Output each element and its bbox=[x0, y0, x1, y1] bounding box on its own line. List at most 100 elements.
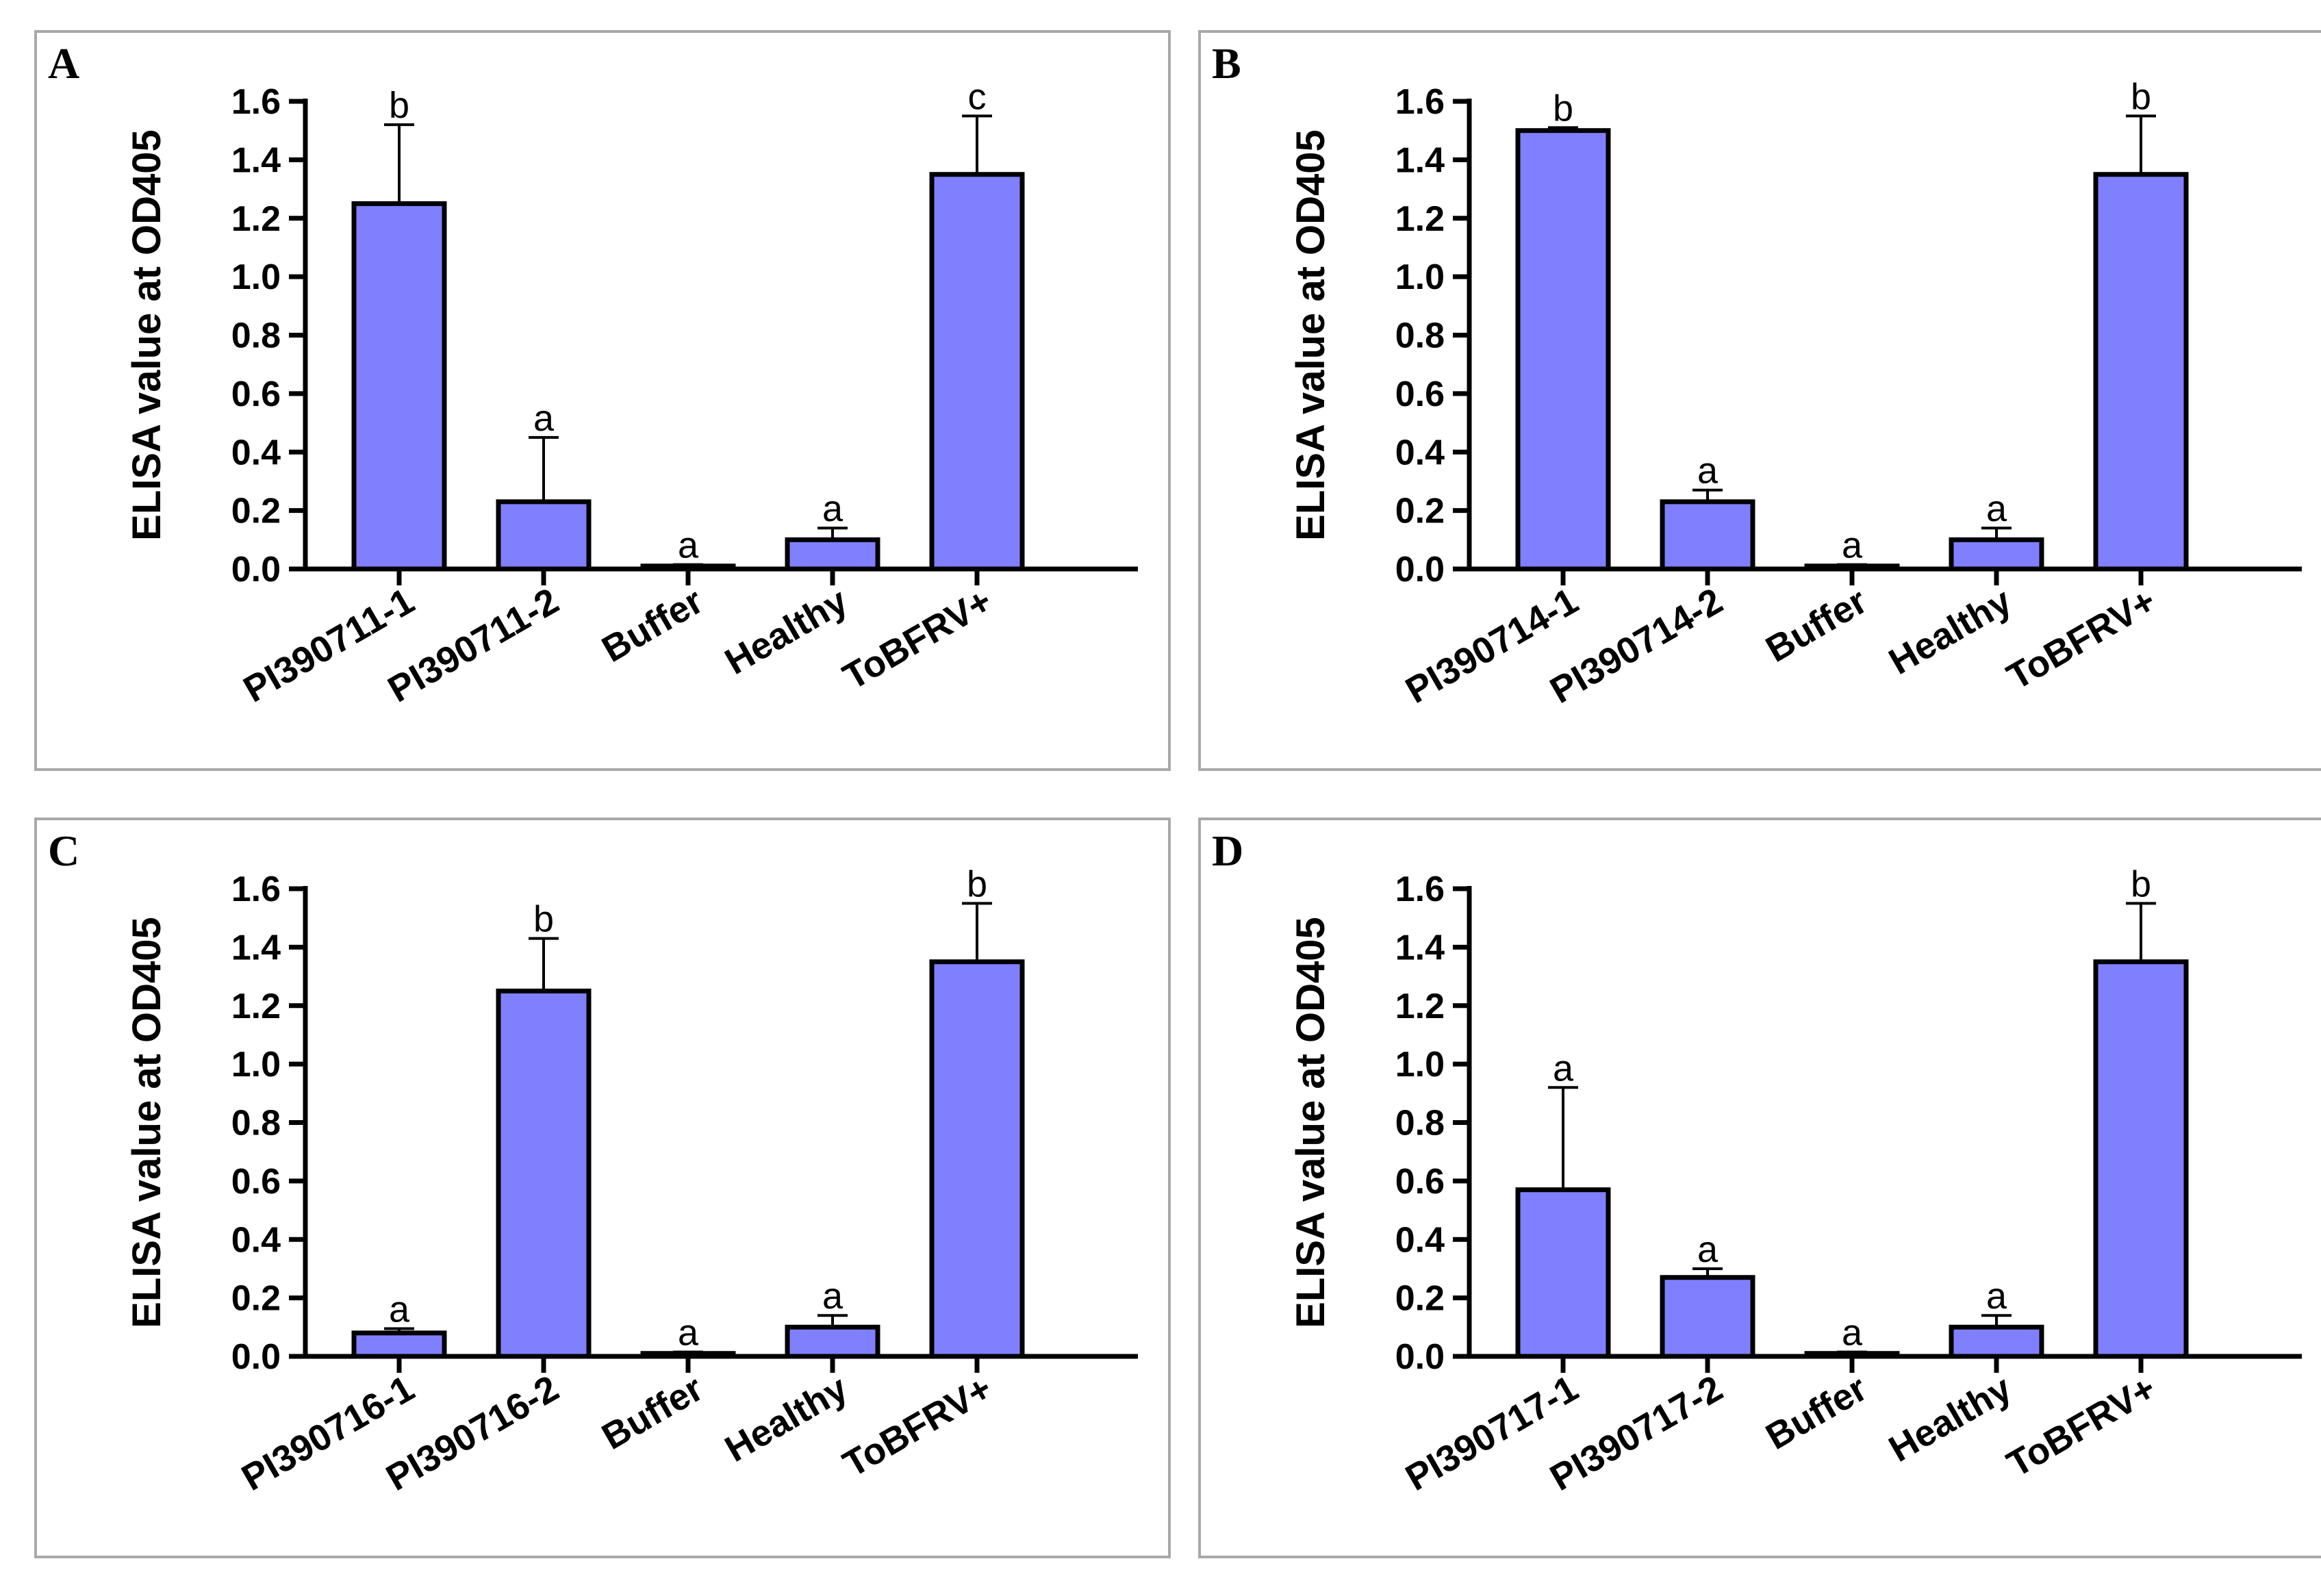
y-tick-label: 1.4 bbox=[1395, 140, 1445, 180]
significance-letter: a bbox=[533, 398, 555, 439]
y-tick-label: 0.0 bbox=[231, 1337, 281, 1377]
y-tick-label: 0.8 bbox=[1395, 316, 1445, 356]
panel-letter: D bbox=[1212, 826, 1244, 875]
y-tick-label: 1.6 bbox=[231, 82, 281, 122]
significance-letter: b bbox=[2131, 863, 2151, 904]
y-axis-title: ELISA value at OD405 bbox=[125, 917, 169, 1328]
significance-letter: a bbox=[1986, 1276, 2007, 1317]
y-tick-label: 1.4 bbox=[231, 140, 281, 180]
significance-letter: a bbox=[678, 1313, 699, 1354]
x-tick-label: Buffer bbox=[1759, 1367, 1874, 1457]
y-tick-label: 1.2 bbox=[1395, 987, 1445, 1026]
y-tick-label: 0.2 bbox=[231, 1279, 281, 1319]
bar-healthy bbox=[1949, 1324, 2044, 1359]
bar-chart-d: ELISA value at OD405 aPI390717-1aPI390717… bbox=[1289, 863, 2302, 1499]
significance-letter: b bbox=[389, 85, 409, 126]
y-tick-label: 0.0 bbox=[1395, 550, 1445, 590]
x-tick-label: ToBFRV+ bbox=[837, 580, 999, 698]
significance-letter: b bbox=[2131, 76, 2151, 117]
y-tick-label: 1.0 bbox=[1395, 257, 1445, 297]
y-tick-label: 1.2 bbox=[1395, 199, 1445, 239]
y-tick-label: 1.4 bbox=[1395, 928, 1445, 967]
x-tick-label: Buffer bbox=[1759, 580, 1874, 670]
bar-tobfrv- bbox=[2093, 172, 2189, 572]
x-tick-label: Healthy bbox=[718, 580, 854, 683]
significance-letter: a bbox=[1842, 1313, 1863, 1354]
bar-pi390711-2 bbox=[496, 499, 592, 572]
y-tick-label: 1.0 bbox=[231, 1045, 281, 1085]
x-tick-label: ToBFRV+ bbox=[837, 1367, 999, 1485]
panel-letter: A bbox=[48, 39, 80, 88]
significance-letter: a bbox=[1697, 451, 1718, 492]
y-tick-label: 1.2 bbox=[231, 987, 281, 1026]
y-tick-label: 0.2 bbox=[1395, 492, 1445, 531]
significance-letter: b bbox=[967, 863, 987, 904]
chart-panel-b: B ELISA value at OD405 b PI390714-1 a PI3907… bbox=[1198, 30, 2321, 771]
significance-letter: a bbox=[1697, 1229, 1718, 1270]
y-tick-label: 0.4 bbox=[231, 433, 281, 472]
bar-tobfrv- bbox=[929, 172, 1025, 572]
y-tick-label: 1.6 bbox=[1395, 870, 1445, 909]
y-tick-label: 0.8 bbox=[231, 1104, 281, 1143]
panel-letter: C bbox=[48, 826, 80, 875]
y-tick-label: 1.6 bbox=[1395, 82, 1445, 122]
bar-healthy bbox=[785, 537, 880, 572]
bar-pi390716-2 bbox=[496, 988, 592, 1359]
y-axis-title: ELISA value at OD405 bbox=[1289, 917, 1333, 1328]
bar-healthy bbox=[785, 1324, 880, 1359]
y-tick-label: 0.8 bbox=[1395, 1104, 1445, 1143]
significance-letter: a bbox=[822, 1276, 844, 1317]
y-tick-label: 1.4 bbox=[231, 928, 281, 967]
panel-letter: B bbox=[1212, 39, 1241, 88]
y-tick-label: 0.6 bbox=[1395, 375, 1445, 414]
chart-panel-d: D ELISA value at OD405 a PI390717-1 a PI3907… bbox=[1198, 818, 2321, 1558]
x-tick-label: Buffer bbox=[595, 580, 710, 670]
x-tick-label: ToBFRV+ bbox=[2001, 1367, 2163, 1485]
chart-panel-c: C ELISA value at OD405 a PI390716-1 b PI3907… bbox=[34, 818, 1171, 1558]
significance-letter: a bbox=[1553, 1048, 1574, 1089]
significance-letter: a bbox=[678, 525, 699, 566]
bar-tobfrv- bbox=[2093, 959, 2189, 1359]
y-tick-label: 1.2 bbox=[231, 199, 281, 239]
bar-chart-c: ELISA value at OD405 aPI390716-1bPI390716… bbox=[125, 863, 1138, 1499]
bar-chart-b: ELISA value at OD405bPI390714-1aPI390714… bbox=[1289, 76, 2302, 711]
y-tick-label: 0.6 bbox=[1395, 1162, 1445, 1202]
significance-letter: c bbox=[968, 76, 987, 117]
chart-panel-a: A ELISA value at OD405 b PI390711-1 a PI3907… bbox=[34, 30, 1171, 771]
significance-letter: a bbox=[1842, 525, 1863, 566]
x-tick-label: Buffer bbox=[595, 1367, 710, 1457]
y-tick-label: 0.4 bbox=[231, 1220, 281, 1260]
significance-letter: a bbox=[822, 488, 844, 529]
bar-chart-a: ELISA value at OD405bPI390711-1aPI390711… bbox=[125, 76, 1138, 711]
x-tick-label: ToBFRV+ bbox=[2001, 580, 2163, 698]
y-tick-label: 0.0 bbox=[1395, 1337, 1445, 1377]
y-axis-title: ELISA value at OD405 bbox=[1289, 129, 1333, 541]
bar-pi390717-1 bbox=[1515, 1187, 1611, 1359]
y-tick-label: 1.0 bbox=[1395, 1045, 1445, 1085]
bar-tobfrv- bbox=[929, 959, 1025, 1359]
significance-letter: b bbox=[533, 899, 554, 940]
y-tick-label: 0.6 bbox=[231, 1162, 281, 1202]
significance-letter: b bbox=[1553, 88, 1573, 129]
x-tick-label: Healthy bbox=[1882, 580, 2018, 683]
y-axis-title: ELISA value at OD405 bbox=[125, 129, 169, 541]
y-tick-label: 0.6 bbox=[231, 375, 281, 414]
bar-pi390714-1 bbox=[1515, 128, 1611, 572]
y-tick-label: 0.4 bbox=[1395, 433, 1445, 472]
y-tick-label: 0.2 bbox=[231, 492, 281, 531]
x-tick-label: Healthy bbox=[1882, 1367, 2018, 1470]
x-tick-label: Healthy bbox=[718, 1367, 854, 1470]
bar-healthy bbox=[1949, 537, 2044, 572]
bar-pi390714-2 bbox=[1660, 499, 1755, 572]
y-tick-label: 0.8 bbox=[231, 316, 281, 356]
y-tick-label: 1.0 bbox=[231, 257, 281, 297]
significance-letter: a bbox=[389, 1289, 410, 1330]
y-tick-label: 0.4 bbox=[1395, 1220, 1445, 1260]
bar-pi390716-1 bbox=[351, 1330, 447, 1359]
bar-pi390711-1 bbox=[351, 201, 447, 572]
y-tick-label: 0.2 bbox=[1395, 1279, 1445, 1319]
bar-pi390717-2 bbox=[1660, 1275, 1755, 1359]
significance-letter: a bbox=[1986, 488, 2007, 529]
y-tick-label: 1.6 bbox=[231, 870, 281, 909]
y-tick-label: 0.0 bbox=[231, 550, 281, 590]
